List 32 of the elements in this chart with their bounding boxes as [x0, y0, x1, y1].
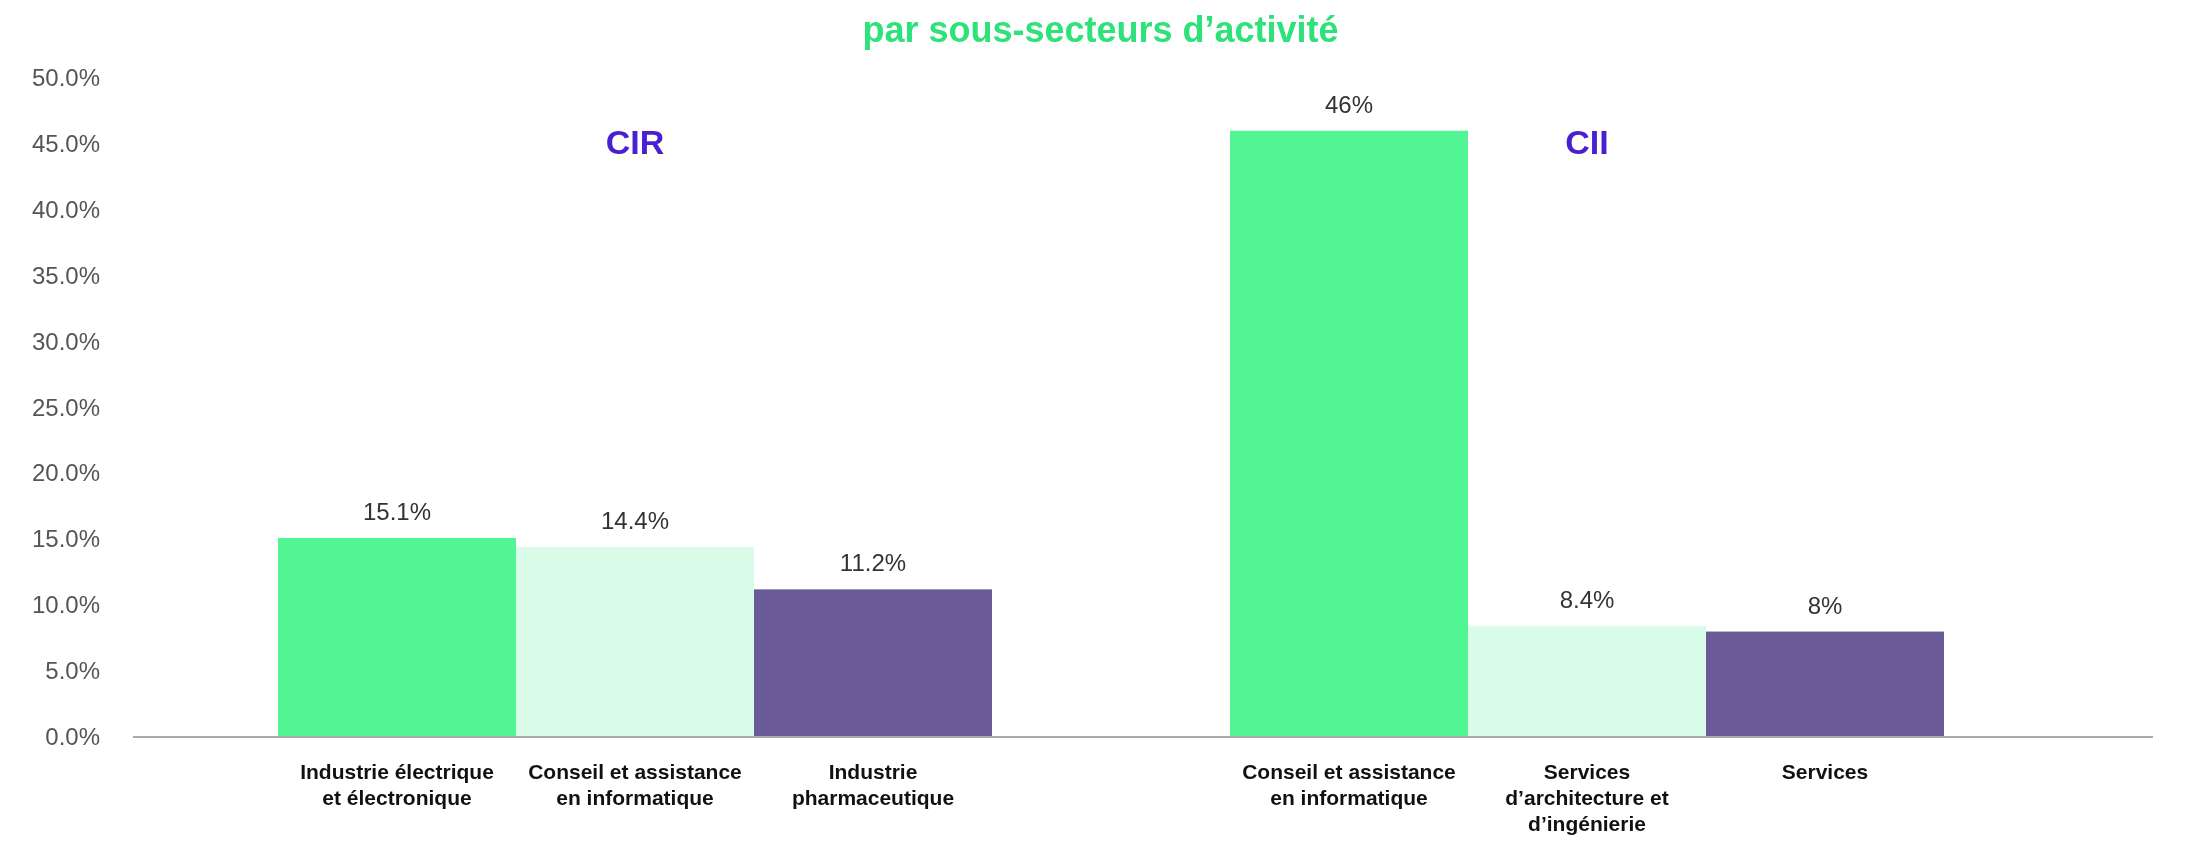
- x-tick-label: Industrie électrique et électronique: [300, 760, 494, 809]
- x-tick-label: Conseil et assistance en informatique: [528, 760, 742, 809]
- bar: [278, 537, 516, 737]
- y-tick-label: 40.0%: [31, 195, 100, 223]
- bar: [1230, 130, 1468, 737]
- bar: [754, 589, 992, 737]
- data-label: 11.2%: [839, 549, 907, 577]
- annotation: CIR: [605, 122, 665, 161]
- chart-title: par sous-secteurs d’activité: [862, 9, 1339, 50]
- y-tick-label: 0.0%: [45, 723, 100, 750]
- data-label: 8%: [1807, 591, 1843, 619]
- bar: [516, 547, 754, 737]
- y-tick-label: 20.0%: [31, 459, 100, 487]
- y-tick-label: 5.0%: [45, 657, 100, 685]
- x-tick-label: Services: [1781, 760, 1869, 783]
- data-label: 8.4%: [1559, 586, 1615, 614]
- data-label: 46%: [1324, 90, 1374, 118]
- x-tick-label: Services d’architecture et d’ingénierie: [1505, 760, 1669, 835]
- bar: [1706, 631, 1944, 737]
- y-tick-label: 10.0%: [31, 591, 100, 619]
- data-label: 14.4%: [600, 507, 670, 535]
- y-tick-label: 15.0%: [31, 525, 100, 553]
- data-label: 15.1%: [362, 497, 432, 525]
- x-tick-label: Conseil et assistance en informatique: [1242, 760, 1456, 809]
- bar: [1468, 626, 1706, 737]
- y-tick-label: 30.0%: [31, 327, 100, 355]
- y-tick-label: 45.0%: [31, 129, 100, 157]
- y-tick-label: 35.0%: [31, 261, 100, 289]
- y-tick-label: 50.0%: [31, 64, 100, 91]
- annotation: CII: [1565, 122, 1609, 161]
- y-tick-label: 25.0%: [31, 393, 100, 421]
- x-tick-label: Industrie pharmaceutique: [791, 760, 955, 809]
